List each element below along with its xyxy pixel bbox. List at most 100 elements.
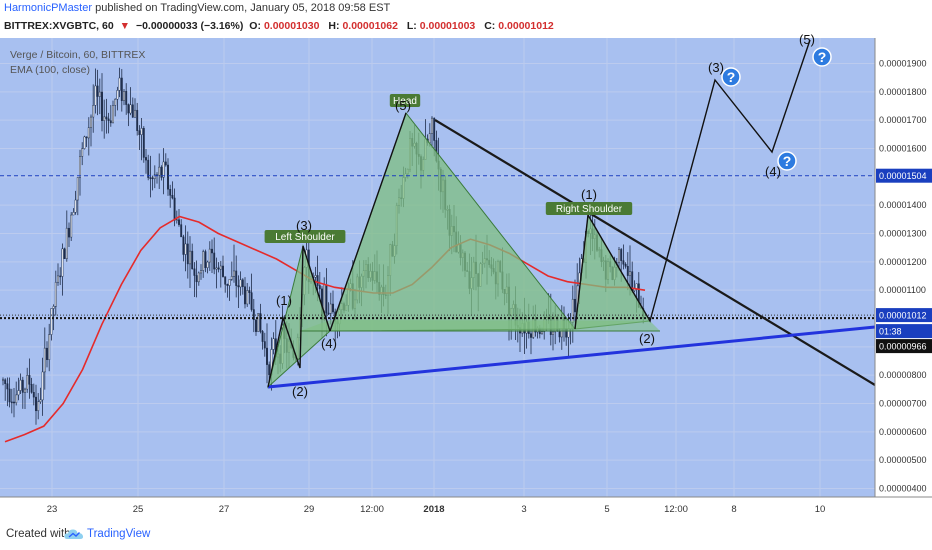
candle-body xyxy=(105,116,108,120)
candle-body xyxy=(112,105,114,124)
candle-body xyxy=(530,333,532,338)
candle-body xyxy=(252,309,255,321)
candle-body xyxy=(629,271,631,276)
candle-body xyxy=(59,275,62,278)
candle-body xyxy=(184,243,187,255)
candle-body xyxy=(94,85,97,106)
candle-body xyxy=(263,341,266,349)
wave-path-left xyxy=(267,245,331,388)
price-badge-target: 0.00001504 xyxy=(879,171,927,181)
candle-body xyxy=(96,85,99,97)
candle-body xyxy=(81,148,84,157)
y-tick-label: 0.00000500 xyxy=(879,455,927,465)
candle-body xyxy=(151,177,154,180)
neckline-band xyxy=(300,320,660,331)
price-badge-current: 0.00001012 xyxy=(879,311,927,321)
wave-path-head xyxy=(329,112,407,332)
candle-body xyxy=(255,319,257,332)
head-label-bg xyxy=(389,94,421,107)
candle-body xyxy=(8,388,11,403)
candle-body xyxy=(433,117,436,141)
candle-body xyxy=(552,331,554,335)
price-chart[interactable]: Left Shoulder Head Right Shoulder (1) (2) (3)… xyxy=(0,0,932,519)
candle-body xyxy=(125,90,128,105)
candle-body xyxy=(213,252,216,270)
ohlc-high: H: 0.00001062 xyxy=(328,20,398,32)
candle-body xyxy=(325,284,328,314)
candle-body xyxy=(239,279,242,288)
wave-label-1a: (1) xyxy=(276,293,292,308)
candle-body xyxy=(211,248,213,254)
candle-body xyxy=(153,174,156,179)
candle-body xyxy=(206,261,209,268)
x-tick-label: 27 xyxy=(219,504,230,515)
candle-body xyxy=(10,401,13,404)
candle-body xyxy=(222,265,224,277)
candle-body xyxy=(237,285,240,288)
publish-info: published on TradingView.com, January 05… xyxy=(95,2,391,14)
candle-body xyxy=(21,379,24,393)
x-tick-label: 3 xyxy=(521,504,526,515)
price-badge-low-bg xyxy=(876,339,932,354)
candle-body xyxy=(228,279,231,286)
question-icon xyxy=(777,151,797,171)
candle-body xyxy=(39,399,42,403)
x-tick-label: 12:00 xyxy=(360,504,384,515)
y-tick-label: 0.00001600 xyxy=(879,144,927,154)
candle-body xyxy=(202,251,205,271)
candle-body xyxy=(266,347,268,365)
candle-body xyxy=(72,212,75,216)
candle-body xyxy=(30,384,33,393)
y-tick-label: 0.00001200 xyxy=(879,257,927,267)
price-change: −0.00000033 (−3.16%) xyxy=(135,20,244,32)
candle-body xyxy=(37,401,40,412)
ohlc-low: L: 0.00001003 xyxy=(406,20,476,32)
x-tick-label: 2018 xyxy=(423,504,444,515)
candle-body xyxy=(180,224,183,238)
y-tick-label: 0.00001700 xyxy=(879,115,927,125)
candle-body xyxy=(558,330,561,338)
price-badge-target-bg xyxy=(876,168,932,183)
candle-body xyxy=(28,375,31,385)
descending-trendline xyxy=(434,119,876,386)
candle-body xyxy=(318,285,321,290)
tradingview-link[interactable]: TradingView xyxy=(87,528,151,540)
symbol-label: BITTREX:XVGBTC, 60 xyxy=(4,20,114,32)
wave-label-5a: (5) xyxy=(395,98,411,113)
candle-body xyxy=(13,401,15,404)
candle-body xyxy=(226,284,229,286)
wave-label-4a: (4) xyxy=(321,336,337,351)
y-tick-label: 0.00000700 xyxy=(879,399,927,409)
candle-body xyxy=(314,275,317,278)
candle-body xyxy=(246,290,249,305)
ema-line xyxy=(4,215,646,443)
candle-body xyxy=(43,347,46,373)
candle-body xyxy=(101,91,103,121)
candle-body xyxy=(200,270,202,274)
right-shoulder-label-bg xyxy=(545,202,633,215)
candle-body xyxy=(142,128,145,158)
candle-body xyxy=(428,133,431,144)
candle-body xyxy=(35,396,37,412)
candle-body xyxy=(272,338,275,350)
candle-body xyxy=(123,90,125,101)
price-badge-low: 0.00000966 xyxy=(879,342,927,352)
y-tick-label: 0.00000600 xyxy=(879,427,927,437)
y-tick-label: 0.00001900 xyxy=(879,59,927,69)
candle-body xyxy=(224,276,227,285)
right-shoulder-label: Right Shoulder xyxy=(556,204,623,215)
candle-body xyxy=(79,156,81,178)
candle-body xyxy=(32,392,35,398)
candle-body xyxy=(217,267,220,270)
support-trendline xyxy=(267,325,876,389)
candle-body xyxy=(118,77,121,91)
wave-label-1b: (1) xyxy=(581,187,597,202)
wave-label-3b: (3) xyxy=(708,60,724,75)
legend-ema: EMA (100, close) xyxy=(10,64,90,76)
y-tick-label: 0.00001100 xyxy=(879,285,926,295)
author-link[interactable]: HarmonicPMaster xyxy=(4,2,93,14)
candle-body xyxy=(169,188,172,196)
y-tick-label: 0.00001300 xyxy=(879,229,927,239)
candle-body xyxy=(4,379,7,384)
candle-body xyxy=(160,166,163,178)
